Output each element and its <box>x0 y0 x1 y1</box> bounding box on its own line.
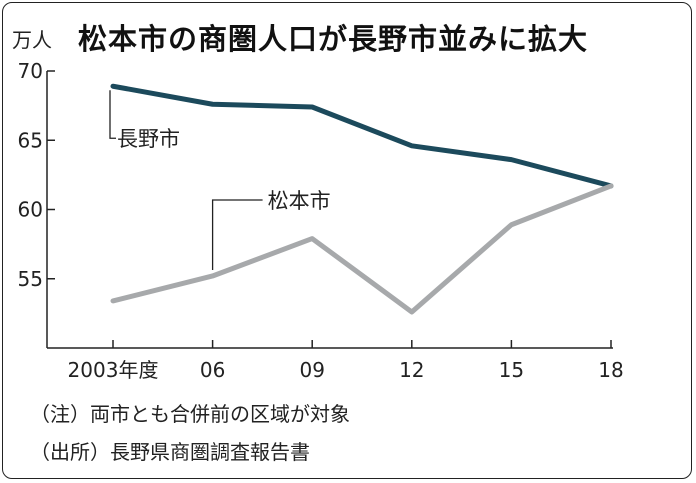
nagano-series-line <box>110 83 614 189</box>
x-tick-label: 12 <box>399 358 424 382</box>
y-tick-label: 65 <box>18 128 43 152</box>
matsumoto-series-label: 松本市 <box>268 189 331 213</box>
y-axis-unit-label: 万人 <box>12 28 52 52</box>
x-tick-label: 18 <box>598 358 623 382</box>
y-tick-label: 60 <box>18 198 43 222</box>
nagano-callout-line <box>109 90 116 139</box>
x-tick-label: 15 <box>499 358 524 382</box>
chart-title: 松本市の商圏人口が長野市並みに拡大 <box>78 22 589 56</box>
y-tick-label: 70 <box>18 59 43 83</box>
x-tick-label: 2003年度 <box>68 358 159 382</box>
matsumoto-series-line <box>110 183 614 315</box>
chart-frame <box>2 2 692 479</box>
nagano-series-label: 長野市 <box>117 127 180 151</box>
matsumoto-callout-line <box>211 199 263 270</box>
chart-source: （出所）長野県商圏調査報告書 <box>30 440 310 464</box>
y-tick-label: 55 <box>18 267 43 291</box>
x-tick-label: 06 <box>200 358 225 382</box>
chart-note: （注）両市とも合併前の区域が対象 <box>30 402 350 426</box>
x-tick-label: 09 <box>299 358 324 382</box>
